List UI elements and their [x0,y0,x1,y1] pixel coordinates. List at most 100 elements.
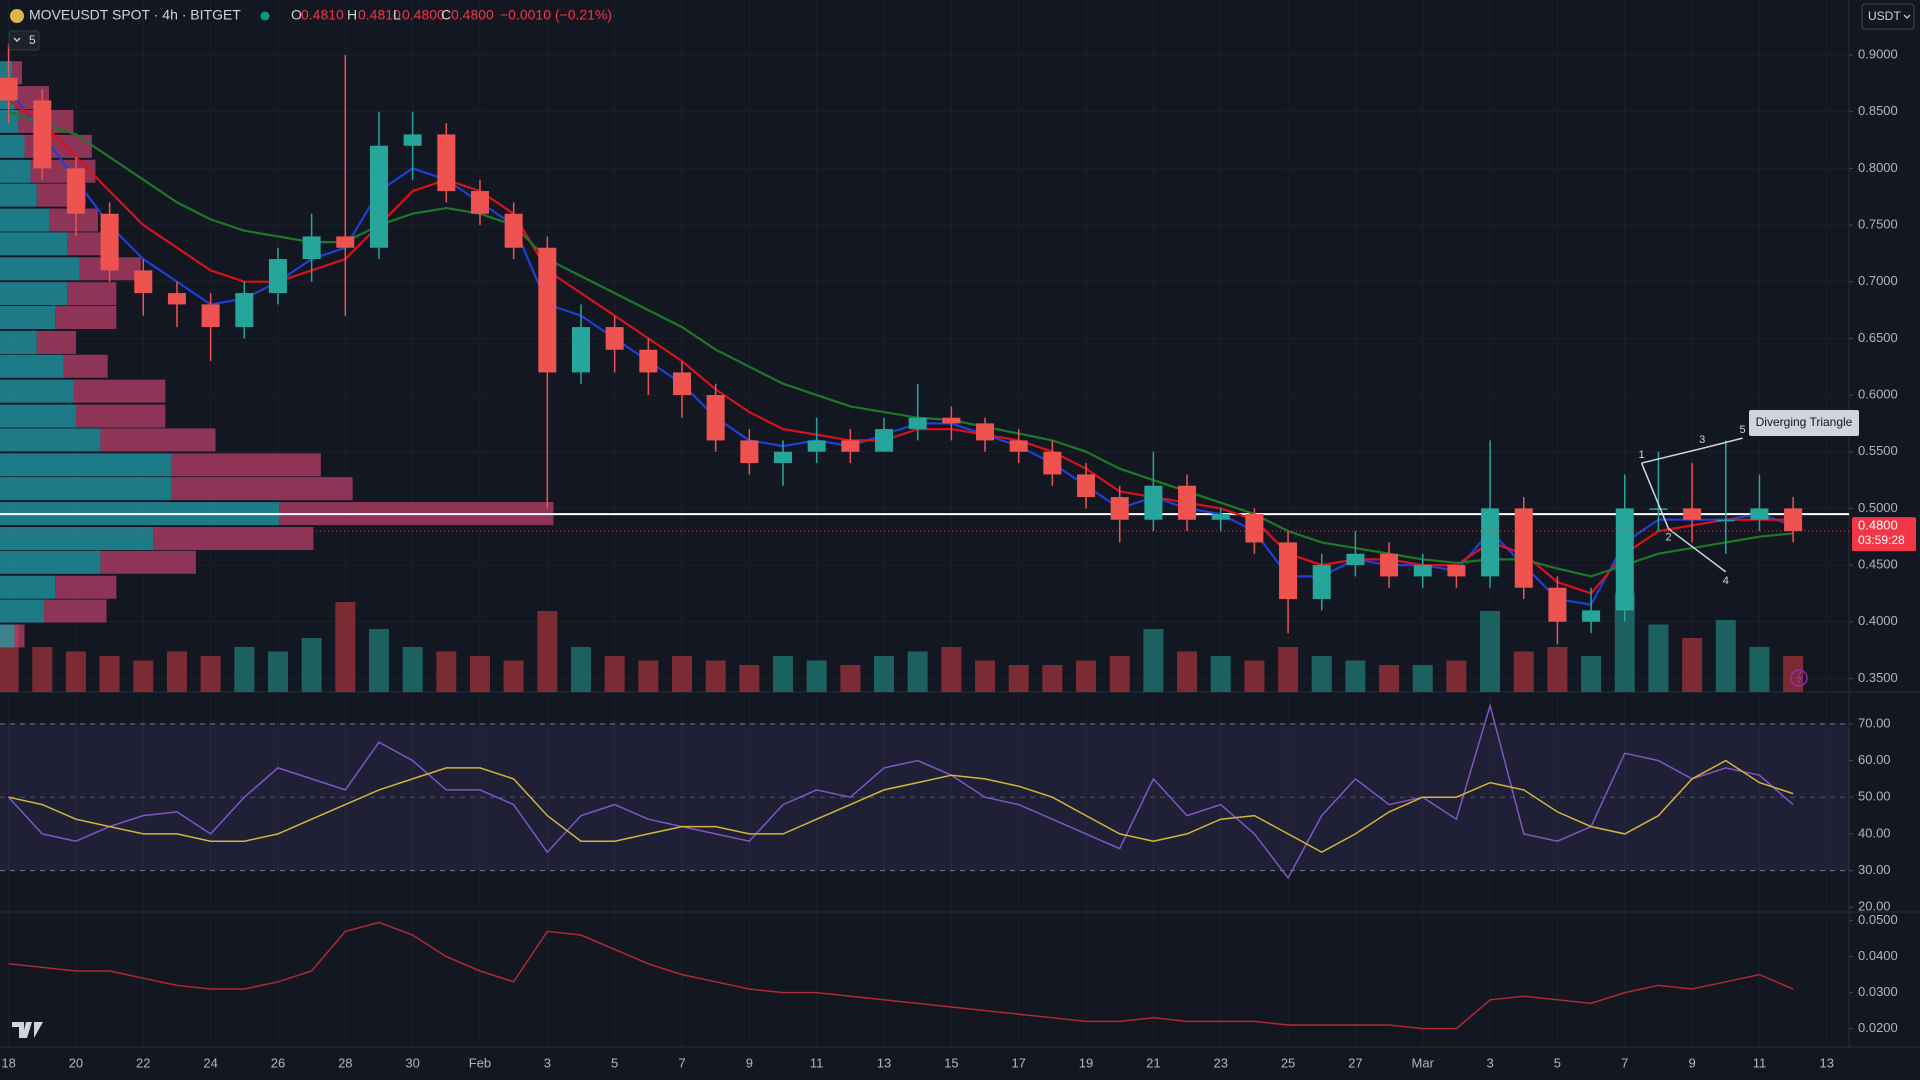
x-tick-label: 21 [1146,1055,1160,1070]
volume-bar [604,656,625,692]
price-change: −0.0010 (−0.21%) [500,7,612,23]
volume-bar [1513,651,1534,692]
indicator-line [8,759,1794,854]
x-tick-label: 25 [1281,1055,1295,1070]
profile-up-bar [0,134,25,158]
candle-body [538,247,557,373]
y-tick-label: 0.0500 [1858,912,1898,927]
volume-bar [570,647,591,692]
y-tick-label: 70.00 [1858,715,1891,730]
ohlc-label: C [441,7,451,23]
candle-body [504,213,523,248]
y-tick-label: 0.0200 [1858,1020,1898,1035]
y-tick-label: 60.00 [1858,752,1891,767]
indicator-line [8,702,1794,880]
volume-bar [1715,620,1736,692]
volume-bar [773,656,794,692]
x-tick-label: 22 [136,1055,150,1070]
profile-down-bar [153,527,314,551]
pattern-point-label: 1 [1639,449,1645,461]
candle-body [1346,553,1365,566]
candle-body [1481,508,1500,577]
candle-body [1043,451,1062,475]
y-tick-label: 0.5500 [1858,443,1898,458]
candle-body [167,293,186,305]
profile-up-bar [0,599,45,623]
y-tick-label: 0.7000 [1858,273,1898,288]
candle-body [336,236,355,248]
candle-body [1649,508,1668,510]
alert-icon[interactable] [1790,669,1808,687]
x-tick-label: 9 [746,1055,753,1070]
y-tick-label: 0.8500 [1858,103,1898,118]
profile-up-bar [0,428,101,452]
y-tick-label: 0.5000 [1858,500,1898,515]
y-tick-label: 0.6000 [1858,387,1898,402]
volume-bar [1042,665,1063,692]
last-price-label: 0.4800 [1858,518,1898,533]
candle-body [403,134,422,146]
volume-bar [1076,660,1097,692]
candle-body [1784,508,1803,532]
volume-bar [874,656,895,692]
currency-label[interactable]: USDT [1868,9,1901,23]
x-tick-label: 30 [405,1055,419,1070]
candle-body [0,77,18,101]
x-tick-label: 9 [1688,1055,1695,1070]
y-tick-label: 0.6500 [1858,330,1898,345]
x-tick-label: 13 [1820,1055,1834,1070]
volume-bar [32,647,53,692]
chevron-icon [13,37,21,42]
candle-body [268,259,287,294]
candle-body [571,327,590,373]
y-tick-label: 0.0400 [1858,948,1898,963]
profile-down-bar [63,354,108,378]
candle-body [807,440,826,452]
indicator-toggle[interactable] [8,30,40,51]
volume-bar [267,651,288,692]
candle-body [1380,553,1399,577]
volume-bar [1614,593,1635,692]
volume-bar [200,656,221,692]
volume-bar [638,660,659,692]
volume-bar [537,611,558,692]
profile-up-bar [0,527,154,551]
volume-bar [368,629,389,692]
x-tick-label: 5 [1554,1055,1561,1070]
profile-down-bar [171,453,321,477]
currency-button[interactable] [1861,3,1915,30]
x-tick-label: 15 [944,1055,958,1070]
alert-bolt [1795,671,1803,685]
candle-body [706,395,725,441]
y-tick-label: 0.9000 [1858,47,1898,62]
profile-up-bar [0,624,15,648]
profile-down-bar [100,550,196,574]
candle-body [100,213,119,271]
x-tick-label: 20 [69,1055,83,1070]
volume-bar [1446,660,1467,692]
x-tick-label: 18 [1,1055,15,1070]
volume-bar [1648,624,1669,692]
volume-bar [1480,611,1501,692]
candle-body [841,440,860,452]
volume-bar [1379,665,1400,692]
profile-down-bar [171,477,353,501]
x-tick-label: 27 [1348,1055,1362,1070]
profile-up-bar [0,453,172,477]
profile-up-bar [0,232,68,256]
y-tick-label: 30.00 [1858,862,1891,877]
indicator-line [8,921,1794,1030]
volume-bar [672,656,692,692]
volume-bar [1244,660,1265,692]
profile-up-bar [0,330,37,354]
symbol-title: MOVEUSDT SPOT · 4h · BITGET [29,7,241,23]
profile-down-bar [100,428,216,452]
profile-up-bar [0,550,101,574]
candle-body [1009,440,1028,452]
y-tick-label: 0.3500 [1858,670,1898,685]
indicator-count[interactable]: 5 [29,33,36,47]
candle-body [134,270,153,294]
